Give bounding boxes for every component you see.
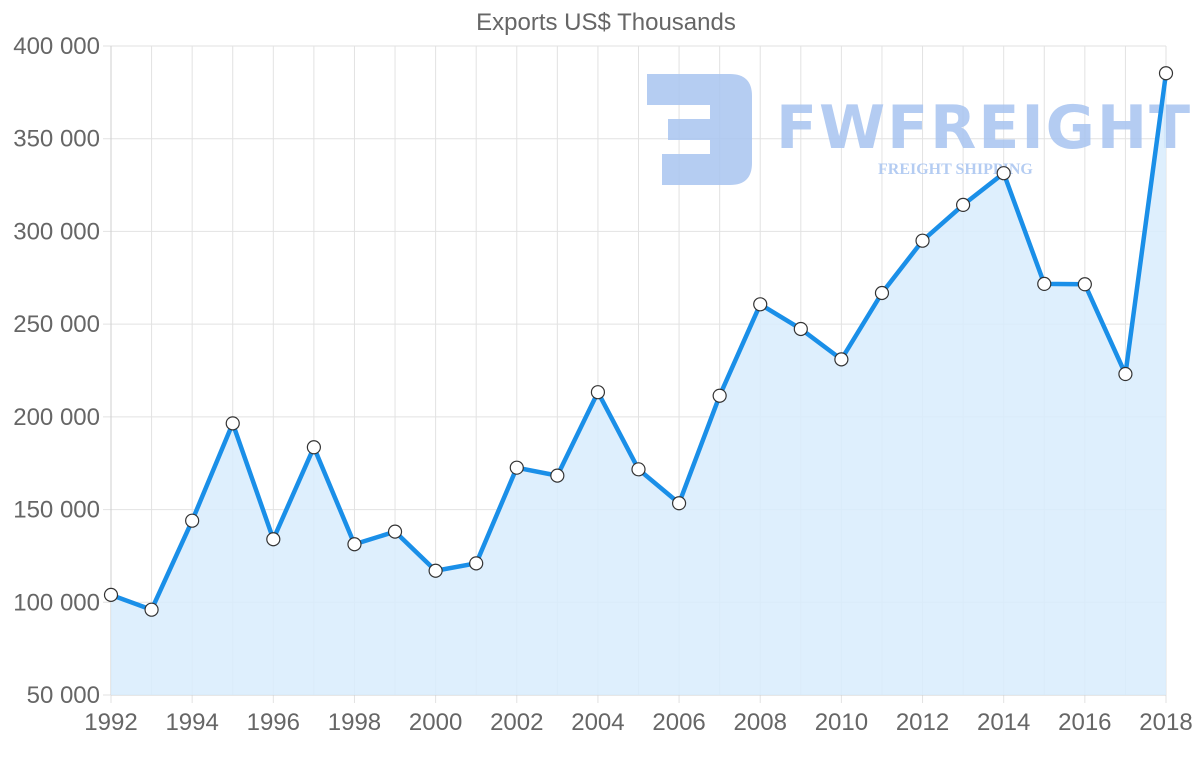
data-point[interactable]: [631, 462, 646, 477]
data-point[interactable]: [469, 556, 484, 571]
x-tick-label: 2000: [409, 709, 462, 736]
data-point[interactable]: [793, 321, 808, 337]
y-tick-label: 150 000: [13, 497, 100, 524]
data-point[interactable]: [225, 416, 240, 431]
data-point[interactable]: [306, 440, 321, 455]
data-point[interactable]: [387, 524, 403, 539]
data-point[interactable]: [996, 166, 1011, 181]
x-tick-label: 1992: [84, 709, 137, 736]
data-point[interactable]: [103, 587, 119, 602]
x-tick-label: 2008: [734, 709, 787, 736]
data-point[interactable]: [144, 602, 159, 617]
data-point[interactable]: [834, 352, 849, 367]
watermark-brand: FWFREIGHT: [776, 93, 1192, 163]
data-point[interactable]: [753, 297, 768, 312]
y-tick-label: 250 000: [13, 311, 100, 338]
x-tick-label: 1998: [328, 709, 381, 736]
x-tick-label: 2014: [977, 709, 1030, 736]
data-point[interactable]: [1077, 277, 1092, 292]
data-point[interactable]: [1037, 276, 1052, 292]
watermark: FWFREIGHT FREIGHT SHIPPING: [647, 74, 1192, 185]
x-tick-label: 2010: [815, 709, 868, 736]
y-tick-label: 200 000: [13, 404, 100, 431]
x-tick-label: 1994: [165, 709, 218, 736]
data-point[interactable]: [266, 532, 281, 547]
x-axis: 1992 1994 1996 1998 2000 2002 2004 2006 2008 2010…: [84, 709, 1192, 736]
data-point[interactable]: [1158, 66, 1174, 81]
watermark-tagline: FREIGHT SHIPPING: [878, 161, 1033, 178]
data-point[interactable]: [712, 388, 727, 403]
y-axis: 50 000 100 000 150 000 200 000 250 000 300 00…: [13, 33, 100, 709]
y-tick-label: 350 000: [13, 126, 100, 153]
data-point[interactable]: [915, 233, 930, 248]
data-point[interactable]: [550, 468, 565, 483]
x-tick-label: 2004: [571, 709, 624, 736]
y-tick-label: 400 000: [13, 33, 100, 60]
chart-title: Exports US$ Thousands: [476, 9, 736, 36]
x-tick-label: 2012: [896, 709, 949, 736]
y-tick-label: 50 000: [27, 682, 100, 709]
data-point[interactable]: [590, 385, 606, 400]
data-point[interactable]: [347, 537, 362, 552]
data-point[interactable]: [509, 460, 524, 475]
x-tick-label: 2006: [652, 709, 705, 736]
x-tick-label: 2016: [1058, 709, 1111, 736]
data-point[interactable]: [185, 513, 200, 528]
data-point[interactable]: [428, 563, 443, 578]
data-point[interactable]: [956, 197, 971, 213]
x-tick-label: 2018: [1139, 709, 1192, 736]
y-tick-label: 300 000: [13, 218, 100, 245]
data-series: [103, 66, 1174, 696]
data-point[interactable]: [1118, 366, 1133, 382]
watermark-logo-icon: [647, 74, 752, 185]
x-tick-label: 2002: [490, 709, 543, 736]
x-tick-label: 1996: [247, 709, 300, 736]
data-point[interactable]: [874, 285, 890, 301]
y-tick-label: 100 000: [13, 589, 100, 616]
data-point[interactable]: [671, 496, 687, 511]
